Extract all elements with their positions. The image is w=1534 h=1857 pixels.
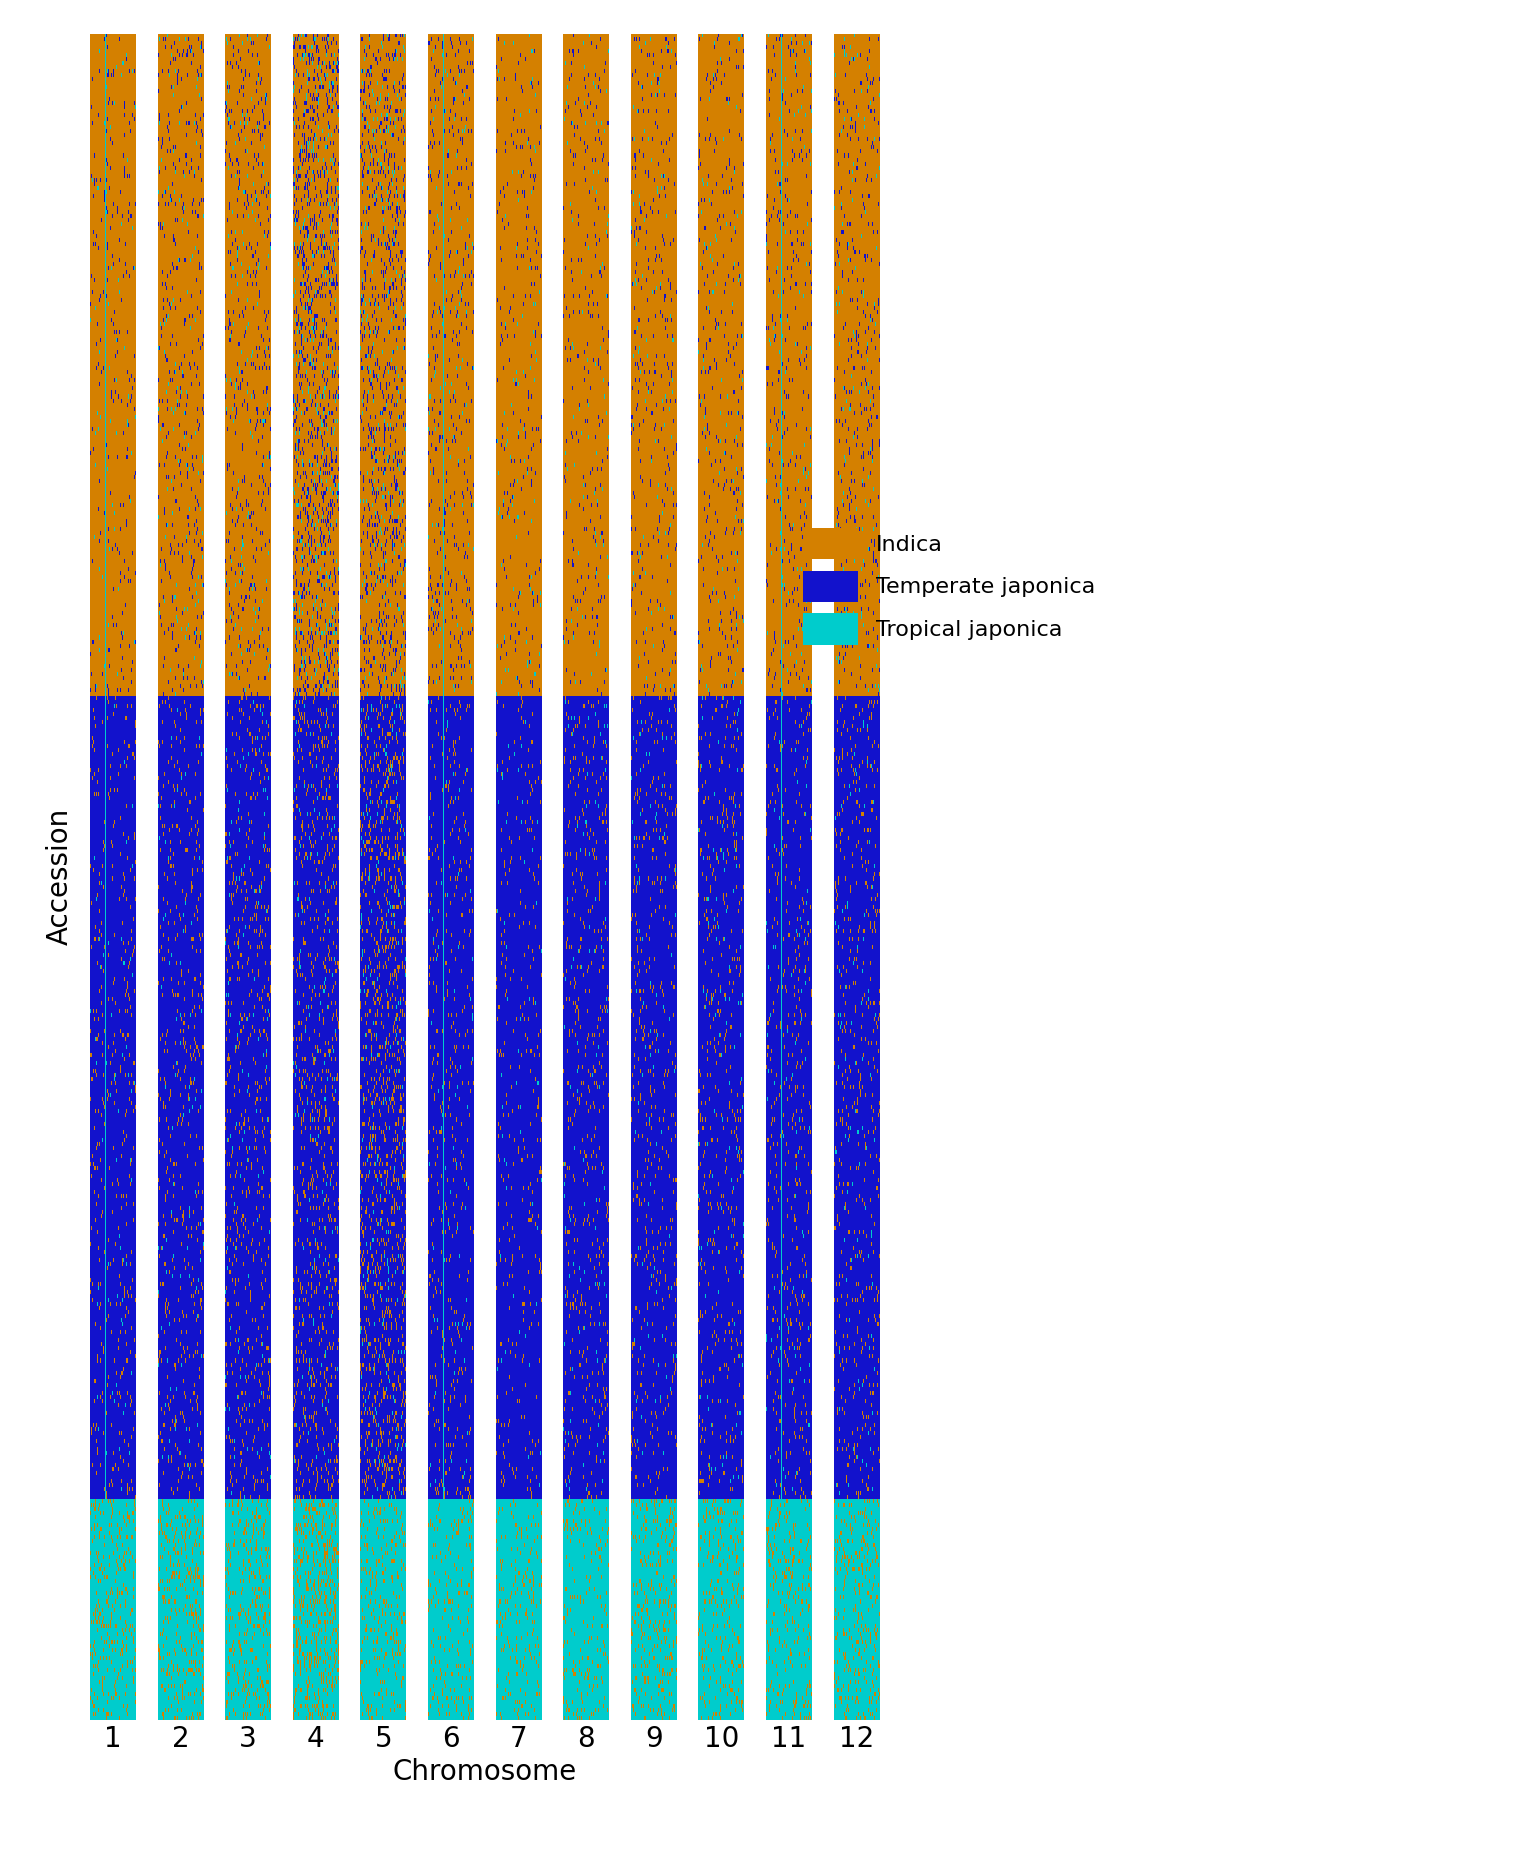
Y-axis label: Accession: Accession (46, 808, 74, 945)
X-axis label: Chromosome: Chromosome (393, 1759, 577, 1786)
Legend: Indica, Temperate japonica, Tropical japonica: Indica, Temperate japonica, Tropical jap… (792, 516, 1106, 656)
